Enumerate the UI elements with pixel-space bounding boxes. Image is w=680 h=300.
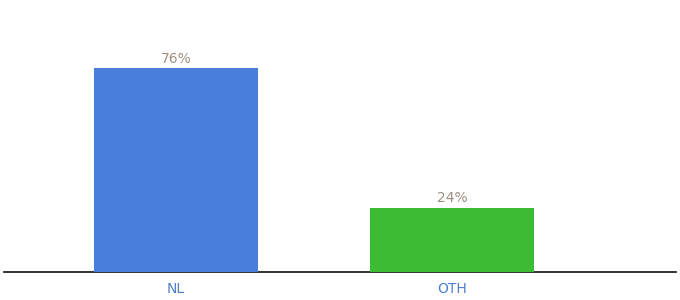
- Text: 24%: 24%: [437, 191, 467, 205]
- Bar: [94, 68, 258, 272]
- Text: 76%: 76%: [160, 52, 191, 66]
- Bar: [370, 208, 534, 272]
